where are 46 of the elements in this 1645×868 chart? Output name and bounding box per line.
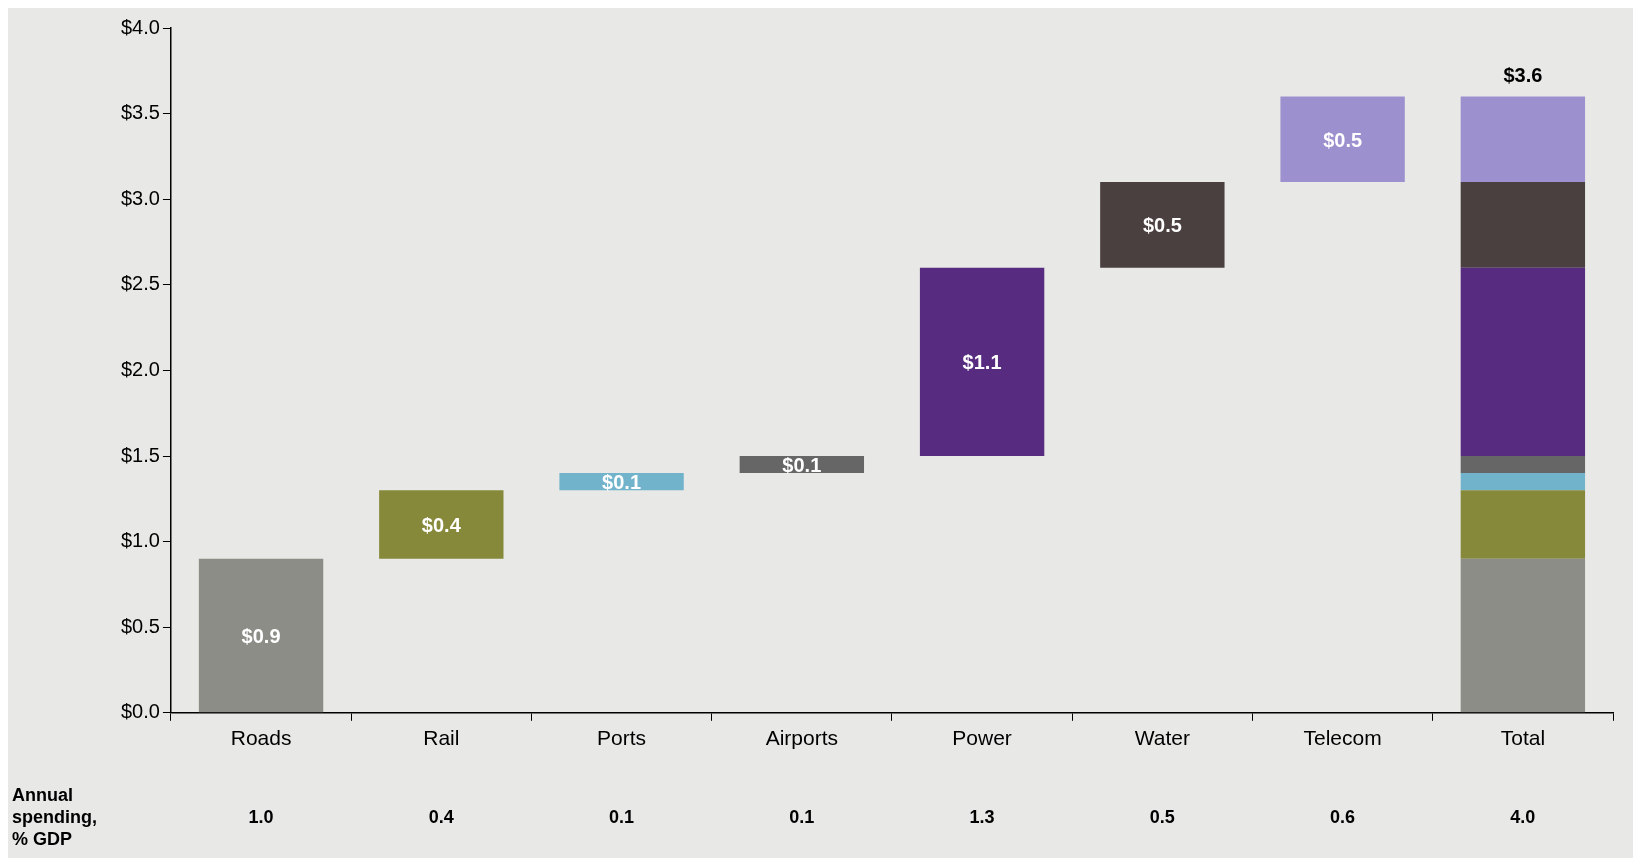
text: 4.0 [1510,806,1536,827]
y-tick-label: $3.5 [120,101,160,124]
bar [1460,490,1586,559]
data-label: $0.1 [782,454,822,477]
data-label: $1.1 [962,351,1002,374]
text: 0.6 [1330,806,1356,827]
x-tick-label: Water [1134,726,1190,750]
y-tick-label: $2.5 [120,272,160,295]
bar [919,267,1045,456]
data-label: $0.5 [1323,128,1363,151]
text: 0.5 [1149,806,1175,827]
bar [1460,96,1586,183]
bar [1460,267,1586,456]
x-tick-label: Power [952,726,1012,750]
data-label: $0.5 [1142,214,1182,237]
y-tick-label: $0.0 [120,700,160,723]
text: 0.1 [789,806,815,827]
text: 0.4 [428,806,454,827]
data-label: $0.1 [602,471,642,494]
text: 0.1 [609,806,635,827]
x-tick-label: Telecom [1303,726,1382,750]
bar [1460,558,1586,713]
y-tick-label: $4.0 [120,15,160,38]
x-tick-label: Rail [423,726,460,750]
x-tick-label: Ports [597,726,647,750]
bar [1460,473,1586,491]
text: 1.0 [248,806,274,827]
text: Annual spending, % GDP [12,784,97,849]
bar [1460,456,1586,474]
bar [379,490,504,559]
data-label: $0.9 [241,625,281,648]
x-tick-label: Total [1500,726,1546,750]
x-tick-label: Roads [230,726,292,750]
bar [198,558,324,713]
text: 1.3 [969,806,995,827]
total-label: $3.6 [1503,64,1543,86]
bar [1460,182,1586,268]
y-tick-label: $3.0 [120,186,160,209]
y-tick-label: $2.0 [120,357,160,380]
y-tick-label: $1.0 [120,529,160,552]
y-tick-label: $1.5 [120,443,160,466]
y-tick-label: $0.5 [120,614,160,637]
data-label: $0.4 [421,514,462,536]
bar [1100,182,1225,268]
bar [1280,96,1405,183]
x-tick-label: Airports [765,726,839,750]
